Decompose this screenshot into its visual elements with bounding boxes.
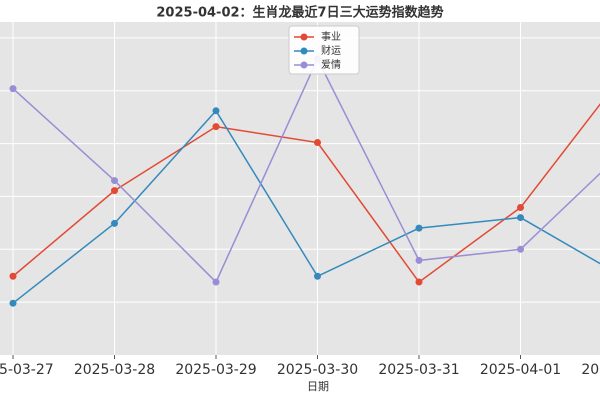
point xyxy=(111,177,118,185)
point xyxy=(314,139,321,147)
point xyxy=(9,85,17,93)
point xyxy=(517,214,524,222)
x-tick-label: 2025-04-01 xyxy=(480,362,561,378)
point xyxy=(212,123,220,131)
point xyxy=(212,107,220,115)
x-tick-label: 2025-03-28 xyxy=(74,362,155,378)
point xyxy=(9,299,17,307)
legend-label: 爱情 xyxy=(321,58,341,71)
lines xyxy=(9,55,600,307)
x-tick-label: 2025-03-27 xyxy=(0,362,54,378)
x-tick-label: 2025-03-31 xyxy=(378,362,459,378)
x-tick-label: 2025-03-30 xyxy=(277,362,358,378)
legend-marker xyxy=(300,47,308,55)
point xyxy=(517,204,524,212)
legend-label: 财运 xyxy=(321,44,341,57)
plot-area xyxy=(0,22,600,355)
point xyxy=(314,272,321,280)
point xyxy=(415,224,423,232)
point xyxy=(415,278,423,286)
chart-title: 2025-04-02：生肖龙最近7日三大运势指数趋势 xyxy=(156,5,443,21)
legend-label: 事业 xyxy=(321,30,341,43)
x-axis-label: 日期 xyxy=(307,380,329,393)
point xyxy=(415,256,423,264)
point xyxy=(111,219,118,227)
legend-marker xyxy=(300,33,308,41)
point xyxy=(517,245,524,253)
x-tick-label: 2025-03-29 xyxy=(175,362,256,378)
x-tick-label: 2025-04-02 xyxy=(581,362,600,378)
point xyxy=(212,278,220,286)
point xyxy=(9,272,17,280)
legend-marker xyxy=(300,61,308,69)
point xyxy=(111,187,118,195)
